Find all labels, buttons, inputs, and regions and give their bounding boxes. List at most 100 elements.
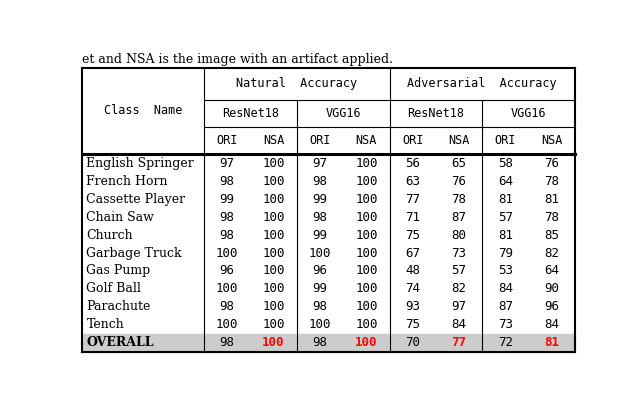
Text: 64: 64 (498, 175, 513, 188)
Text: 98: 98 (220, 210, 235, 224)
Text: 90: 90 (544, 282, 559, 295)
Text: 73: 73 (498, 318, 513, 331)
Text: 100: 100 (262, 336, 285, 349)
Text: 56: 56 (405, 157, 420, 170)
Text: 87: 87 (498, 301, 513, 313)
Text: 63: 63 (405, 175, 420, 188)
Text: ResNet18: ResNet18 (222, 107, 279, 120)
Text: 82: 82 (452, 282, 467, 295)
Text: 73: 73 (452, 247, 467, 260)
Text: 96: 96 (220, 264, 235, 278)
Text: 75: 75 (405, 318, 420, 331)
Text: Natural  Accuracy: Natural Accuracy (236, 77, 357, 90)
Text: VGG16: VGG16 (325, 107, 361, 120)
Text: 57: 57 (452, 264, 467, 278)
Text: Cassette Player: Cassette Player (86, 193, 186, 206)
Text: NSA: NSA (449, 134, 470, 147)
Text: 100: 100 (216, 318, 239, 331)
Text: 100: 100 (355, 229, 378, 241)
Text: 75: 75 (405, 229, 420, 241)
Text: ORI: ORI (495, 134, 516, 147)
Text: 93: 93 (405, 301, 420, 313)
Text: ORI: ORI (216, 134, 238, 147)
Text: Parachute: Parachute (86, 301, 151, 313)
Text: 77: 77 (405, 193, 420, 206)
Text: 81: 81 (498, 229, 513, 241)
Text: VGG16: VGG16 (511, 107, 547, 120)
Text: 100: 100 (262, 210, 285, 224)
Text: 100: 100 (308, 318, 331, 331)
Text: 100: 100 (262, 282, 285, 295)
Text: 100: 100 (355, 193, 378, 206)
Text: 97: 97 (220, 157, 235, 170)
Text: 100: 100 (355, 157, 378, 170)
Text: 98: 98 (312, 175, 328, 188)
Text: 85: 85 (544, 229, 559, 241)
Text: 100: 100 (216, 282, 239, 295)
Text: 100: 100 (262, 301, 285, 313)
Text: 100: 100 (355, 301, 378, 313)
Text: 100: 100 (262, 175, 285, 188)
Text: 67: 67 (405, 247, 420, 260)
Text: 100: 100 (262, 229, 285, 241)
Text: et and NSA is the image with an artifact applied.: et and NSA is the image with an artifact… (83, 53, 394, 66)
Text: 100: 100 (355, 175, 378, 188)
Text: 99: 99 (312, 193, 328, 206)
Text: 77: 77 (452, 336, 467, 349)
Text: 76: 76 (452, 175, 467, 188)
Text: Church: Church (86, 229, 133, 241)
Text: 100: 100 (355, 264, 378, 278)
Text: 99: 99 (312, 282, 328, 295)
Text: 81: 81 (544, 336, 559, 349)
Text: 98: 98 (220, 229, 235, 241)
Text: 100: 100 (355, 282, 378, 295)
Text: Tench: Tench (86, 318, 124, 331)
Text: 100: 100 (262, 318, 285, 331)
Text: 98: 98 (220, 336, 235, 349)
Text: 71: 71 (405, 210, 420, 224)
Text: 53: 53 (498, 264, 513, 278)
Text: 98: 98 (220, 175, 235, 188)
Text: 70: 70 (405, 336, 420, 349)
Text: English Springer: English Springer (86, 157, 194, 170)
Text: 99: 99 (220, 193, 235, 206)
Text: 78: 78 (544, 210, 559, 224)
Text: 100: 100 (262, 247, 285, 260)
Text: ResNet18: ResNet18 (408, 107, 465, 120)
Text: 97: 97 (312, 157, 328, 170)
Text: ORI: ORI (402, 134, 424, 147)
Text: 100: 100 (355, 247, 378, 260)
Text: 100: 100 (262, 157, 285, 170)
Text: 82: 82 (544, 247, 559, 260)
Text: 100: 100 (355, 336, 378, 349)
Text: 97: 97 (452, 301, 467, 313)
Text: 76: 76 (544, 157, 559, 170)
Text: 98: 98 (312, 336, 328, 349)
Text: 87: 87 (452, 210, 467, 224)
Text: 74: 74 (405, 282, 420, 295)
Text: 78: 78 (452, 193, 467, 206)
Text: 96: 96 (312, 264, 328, 278)
Text: 80: 80 (452, 229, 467, 241)
Text: 100: 100 (262, 264, 285, 278)
Text: 99: 99 (312, 229, 328, 241)
Text: 100: 100 (355, 210, 378, 224)
Text: 98: 98 (312, 210, 328, 224)
Text: 57: 57 (498, 210, 513, 224)
Text: Class  Name: Class Name (104, 104, 182, 118)
Text: 98: 98 (220, 301, 235, 313)
Text: ORI: ORI (309, 134, 331, 147)
Text: 100: 100 (355, 318, 378, 331)
Text: 100: 100 (262, 193, 285, 206)
Text: 65: 65 (452, 157, 467, 170)
Text: 79: 79 (498, 247, 513, 260)
Text: Chain Saw: Chain Saw (86, 210, 154, 224)
Text: 81: 81 (498, 193, 513, 206)
Text: French Horn: French Horn (86, 175, 168, 188)
Text: OVERALL: OVERALL (86, 336, 154, 349)
Text: 48: 48 (405, 264, 420, 278)
Text: 72: 72 (498, 336, 513, 349)
Text: 100: 100 (216, 247, 239, 260)
Text: 98: 98 (312, 301, 328, 313)
Text: 96: 96 (544, 301, 559, 313)
